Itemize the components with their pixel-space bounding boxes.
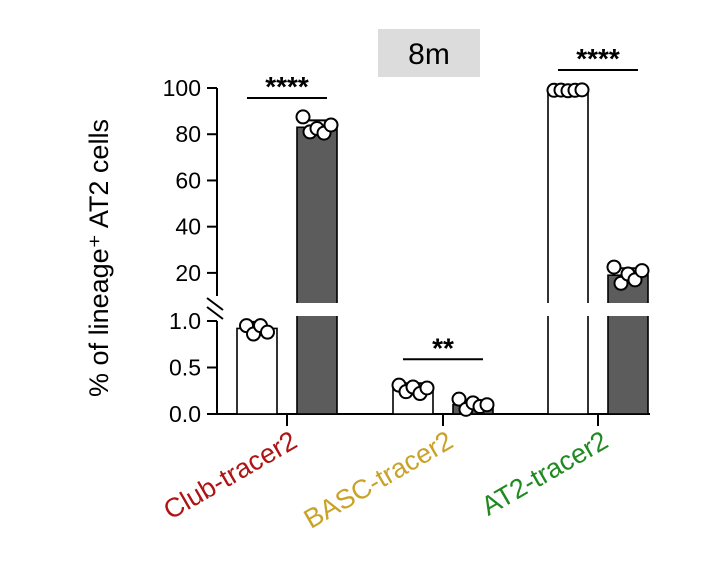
y-tick-label: 80 bbox=[175, 121, 201, 147]
data-point bbox=[323, 117, 339, 133]
data-point bbox=[260, 324, 275, 340]
significance-marks: ********** bbox=[247, 43, 638, 363]
category-label: Club-tracer2 bbox=[158, 425, 302, 525]
y-tick-label: 0.0 bbox=[169, 401, 201, 427]
data-points bbox=[239, 82, 650, 417]
y-tick-label: 100 bbox=[163, 75, 201, 101]
y-tick-label: 0.5 bbox=[169, 355, 201, 381]
axes: 0.0 0.5 1.0 20 40 60 80 100 bbox=[163, 75, 650, 427]
bar-break-gap bbox=[604, 303, 652, 316]
data-point bbox=[451, 391, 467, 407]
significance-label: ** bbox=[432, 332, 454, 363]
category-label: BASC-tracer2 bbox=[299, 425, 458, 534]
bar bbox=[236, 327, 278, 415]
bars bbox=[236, 89, 649, 415]
axis-break-mark bbox=[206, 297, 224, 311]
y-tick-label: 1.0 bbox=[169, 308, 201, 334]
significance-label: **** bbox=[576, 43, 620, 74]
bar-break-gap bbox=[544, 303, 592, 316]
axis-break-gaps bbox=[293, 303, 652, 316]
y-tick-label: 60 bbox=[175, 167, 201, 193]
bar bbox=[296, 126, 338, 415]
panel-label-box bbox=[378, 29, 480, 77]
bar bbox=[547, 89, 589, 415]
panel-label: 8m bbox=[408, 38, 450, 71]
data-point bbox=[606, 259, 622, 275]
category-label: AT2-tracer2 bbox=[476, 425, 613, 521]
axis-break-mark bbox=[206, 306, 224, 320]
data-point bbox=[295, 109, 311, 125]
data-point bbox=[634, 263, 650, 279]
data-point bbox=[419, 380, 435, 396]
bar-break-gap bbox=[293, 303, 341, 316]
data-point bbox=[574, 82, 590, 98]
significance-label: **** bbox=[265, 71, 309, 102]
y-axis-label: % of lineage⁺ AT2 cells bbox=[84, 119, 114, 397]
data-point bbox=[479, 397, 495, 413]
y-tick-label: 20 bbox=[175, 260, 201, 286]
bar bbox=[607, 274, 649, 415]
y-tick-label: 40 bbox=[175, 214, 201, 240]
